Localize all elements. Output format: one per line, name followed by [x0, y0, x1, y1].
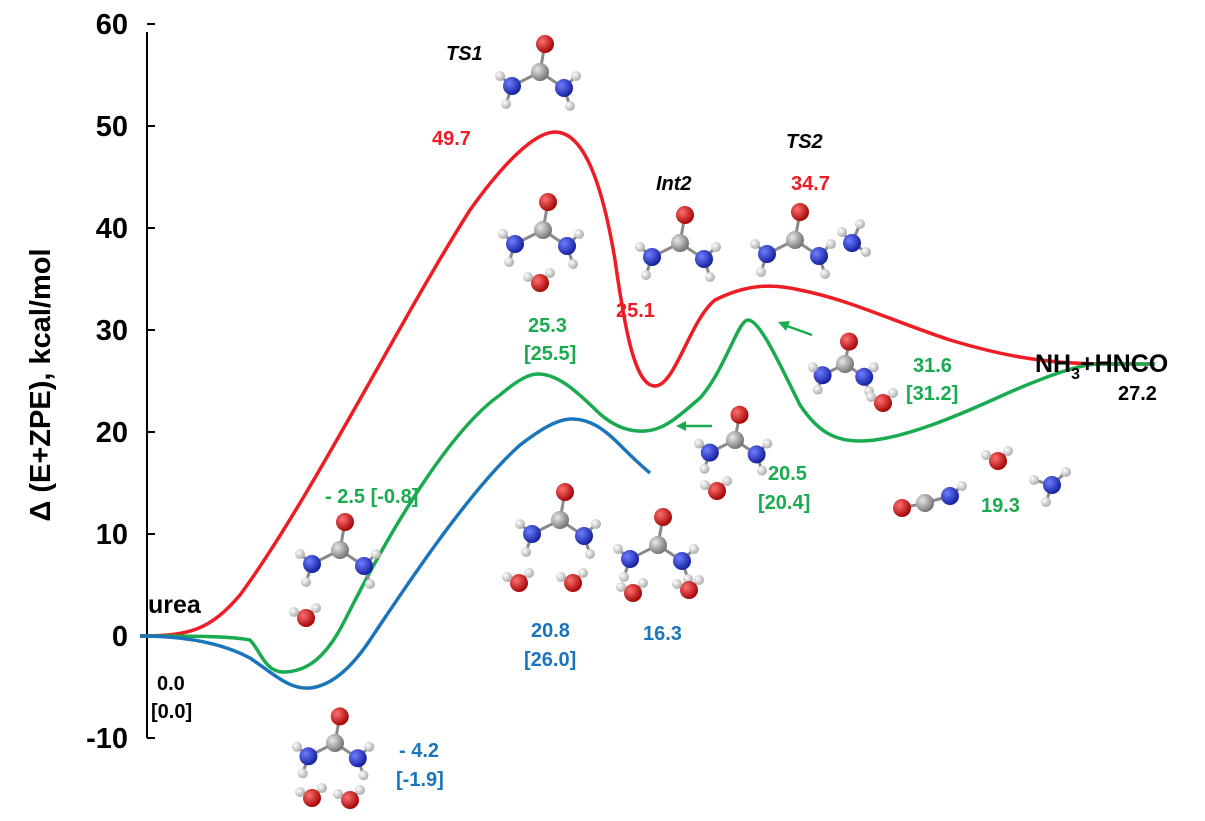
red-int2-value: 25.1 — [616, 300, 655, 322]
molecule-blue-end-water-1 — [616, 578, 648, 602]
blue-end-value: 16.3 — [643, 623, 682, 645]
y-tick-label: 40 — [96, 213, 128, 245]
molecule-blue-min-water-2 — [333, 785, 365, 809]
black-end-value: 27.2 — [1118, 383, 1157, 405]
molecule-ts2-hnco — [750, 203, 836, 279]
molecule-ts2-nh3 — [837, 219, 871, 257]
black-start-bracket: [0.0] — [151, 701, 192, 723]
molecule-green-min — [295, 513, 381, 589]
arrow-to-ts2 — [778, 321, 813, 337]
red-ts1-value: 49.7 — [432, 128, 471, 150]
molecule-water-product — [981, 446, 1013, 470]
black-start-value: 0.0 — [157, 673, 185, 695]
blue-min-value: - 4.2 — [399, 740, 439, 762]
label-ts1: TS1 — [446, 43, 483, 65]
molecule-green-int2-water — [700, 476, 732, 500]
molecule-blue-end — [613, 508, 699, 584]
green-series-line — [139, 318, 1155, 674]
y-axis: 60 50 40 30 20 10 0 -10 Δ (E+ZPE), kcal/mol — [25, 9, 155, 755]
red-ts2-value: 34.7 — [791, 173, 830, 195]
green-int2-value: 20.5 — [768, 463, 807, 485]
label-ts2: TS2 — [786, 131, 823, 153]
blue-series-line — [139, 417, 652, 690]
y-tick-label: 0 — [112, 621, 128, 653]
molecule-green-ts2 — [808, 332, 879, 397]
molecule-structures — [289, 35, 1071, 809]
molecule-hnco-product — [893, 481, 967, 517]
molecule-blue-end-water-2 — [672, 575, 704, 599]
arrow-to-int2 — [676, 421, 712, 431]
green-ts2-value: 31.6 — [913, 355, 952, 377]
y-axis-label: Δ (E+ZPE), kcal/mol — [25, 248, 57, 521]
green-ts1-bracket: [25.5] — [524, 343, 576, 365]
molecule-int2 — [635, 206, 721, 282]
y-tick-label: 10 — [96, 519, 128, 551]
label-product: NH3+HNCO — [1035, 350, 1168, 383]
label-urea: urea — [148, 591, 202, 619]
molecule-blue-min-water-1 — [295, 783, 327, 807]
y-tick-label: 30 — [96, 315, 128, 347]
molecule-blue-ts1-water-2 — [556, 568, 588, 592]
molecule-green-ts1-water — [523, 268, 555, 292]
molecule-blue-ts1 — [515, 483, 601, 559]
molecule-green-ts1 — [498, 193, 584, 269]
green-ts2-bracket: [31.2] — [906, 383, 958, 405]
molecule-nh3-product — [1029, 467, 1071, 507]
annotations: urea NH3+HNCO TS1 Int2 TS2 0.0 [0.0] 27.… — [148, 43, 1168, 791]
molecule-blue-min — [292, 707, 375, 781]
green-int2-bracket: [20.4] — [758, 492, 810, 514]
molecule-blue-ts1-water-1 — [502, 568, 534, 592]
y-tick-label: 20 — [96, 417, 128, 449]
y-tick-label: 50 — [96, 111, 128, 143]
green-min-value: - 2.5 [-0.8] — [325, 486, 418, 508]
red-series-line — [139, 130, 1155, 638]
blue-ts1-value: 20.8 — [531, 620, 570, 642]
molecule-green-ts2-water — [866, 388, 898, 412]
molecule-green-int2 — [694, 405, 773, 476]
molecule-ts1 — [495, 35, 581, 111]
y-tick-label: 60 — [96, 9, 128, 41]
green-prod-value: 19.3 — [981, 495, 1020, 517]
molecule-green-min-water — [289, 603, 321, 627]
blue-min-bracket: [-1.9] — [396, 769, 444, 791]
label-int2: Int2 — [656, 173, 692, 195]
blue-ts1-bracket: [26.0] — [524, 649, 576, 671]
y-tick-label: -10 — [86, 723, 128, 755]
green-ts1-value: 25.3 — [528, 315, 567, 337]
